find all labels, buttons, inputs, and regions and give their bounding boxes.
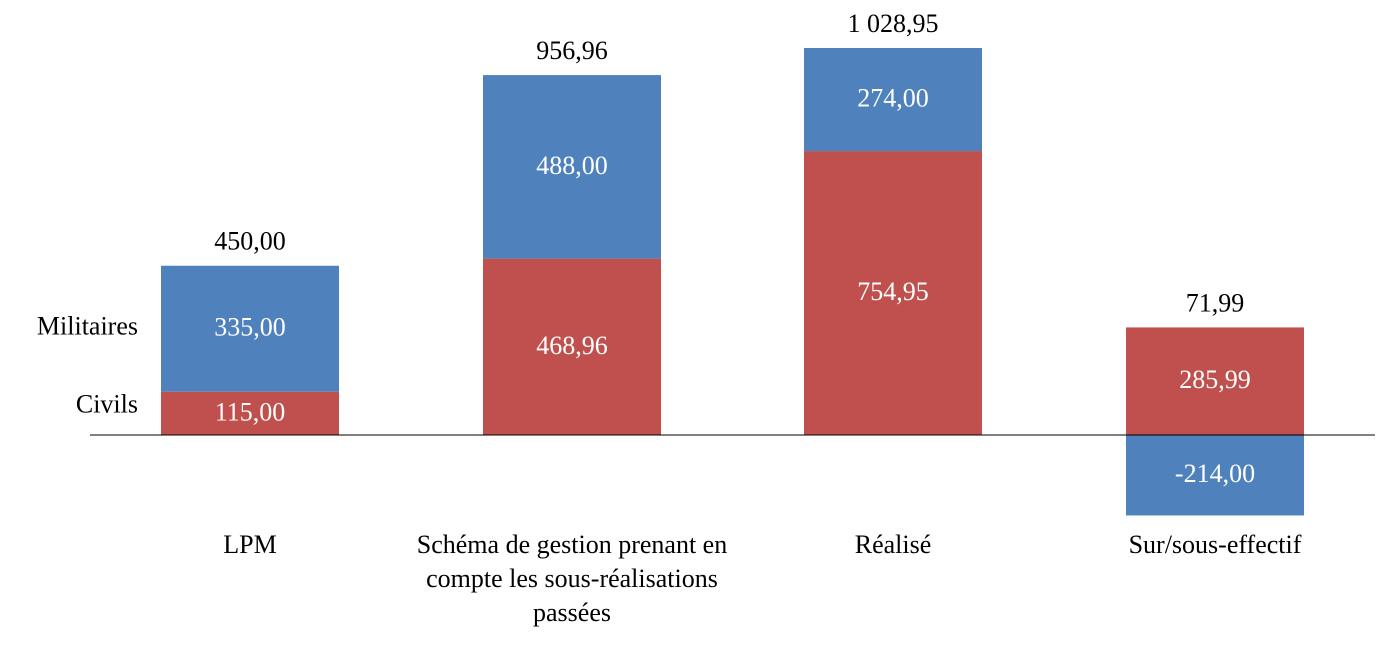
x-tick-label: Sur/sous-effectif xyxy=(1128,530,1302,559)
value-label: 754,95 xyxy=(857,277,929,306)
total-label: 450,00 xyxy=(214,227,286,256)
x-tick-label: Réalisé xyxy=(854,530,932,559)
value-label: 115,00 xyxy=(215,397,286,426)
bar-segment xyxy=(804,48,982,152)
bar-segment xyxy=(483,75,661,259)
value-label: -214,00 xyxy=(1175,459,1255,488)
total-label: 71,99 xyxy=(1186,288,1245,317)
value-label: 285,99 xyxy=(1179,365,1251,394)
x-tick-label: LPM xyxy=(223,530,277,559)
total-label: 956,96 xyxy=(536,36,608,65)
bar-segment xyxy=(1126,327,1304,435)
legend-label: Militaires xyxy=(37,312,138,341)
value-label: 488,00 xyxy=(536,151,608,180)
bar-segment xyxy=(483,258,661,435)
value-label: 274,00 xyxy=(857,84,929,113)
bar-segment xyxy=(804,151,982,435)
value-label: 335,00 xyxy=(214,313,286,342)
total-label: 1 028,95 xyxy=(848,9,939,38)
bar-segment xyxy=(161,265,339,392)
x-tick-label: Schéma de gestion prenant en compte les … xyxy=(416,530,728,627)
legend-label: Civils xyxy=(76,389,138,418)
value-label: 468,96 xyxy=(536,331,608,360)
bar-segment xyxy=(161,391,339,435)
bar-segment xyxy=(1126,434,1304,516)
